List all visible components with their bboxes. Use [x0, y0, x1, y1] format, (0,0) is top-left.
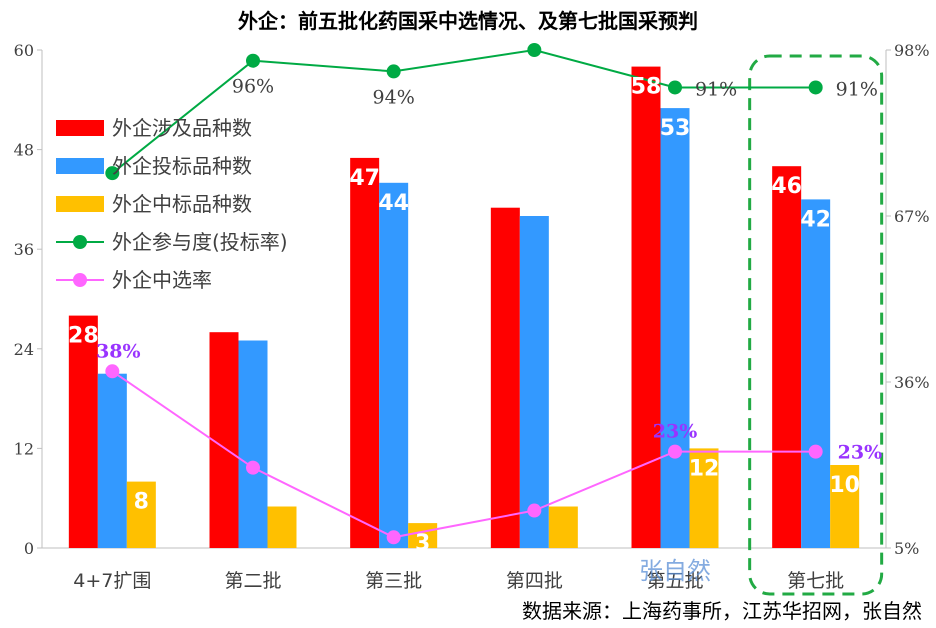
line-point: [246, 460, 260, 475]
bar: [126, 481, 156, 548]
bar-value-label: 10: [829, 473, 860, 498]
bar-value-label: 28: [68, 324, 99, 349]
tick-label-right: 67%: [894, 207, 930, 226]
line-point: [246, 53, 260, 68]
bar: [631, 66, 661, 548]
bar-value-label: 53: [660, 116, 691, 141]
legend-swatch-marker: [73, 273, 87, 287]
category-label: 第七批: [787, 570, 844, 592]
tick-label-right: 5%: [894, 539, 919, 558]
tick-label-left: 0: [24, 539, 34, 558]
bar: [267, 506, 297, 548]
legend-swatch: [56, 158, 104, 174]
category-label: 第二批: [224, 570, 281, 592]
bar: [238, 340, 268, 548]
tick-label-left: 48: [14, 141, 34, 160]
legend-swatch-marker: [73, 235, 87, 249]
bar: [97, 373, 127, 548]
watermark: 张自然: [639, 557, 711, 585]
category-label: 第四批: [506, 570, 563, 592]
highlight-rect: [748, 54, 884, 596]
line-point: [105, 364, 120, 379]
legend-label: 外企中选率: [112, 268, 212, 292]
line-point: [668, 80, 682, 95]
line-point: [808, 80, 823, 95]
tick-label-left: 12: [14, 439, 34, 458]
bar-value-label: 8: [134, 490, 149, 515]
line-point: [668, 444, 682, 459]
line-value-label: 38%: [96, 340, 141, 362]
category-label: 4+7扩围: [73, 570, 151, 592]
line-value-label: 91%: [836, 78, 878, 100]
category-label: 第三批: [365, 570, 422, 592]
legend-label: 外企涉及品种数: [112, 116, 252, 140]
bar: [490, 207, 520, 548]
bar: [408, 523, 438, 548]
bar: [772, 166, 802, 548]
line-point: [808, 444, 823, 459]
bar-value-label: 47: [349, 166, 380, 191]
line-value-label: 23%: [653, 421, 698, 443]
line-point: [386, 530, 401, 545]
lines: [105, 43, 823, 545]
bar: [548, 506, 578, 548]
tick-label-right: 36%: [894, 373, 930, 392]
tick-label-right: 98%: [894, 41, 930, 60]
series-line: [111, 370, 816, 539]
line-value-label: 96%: [232, 76, 274, 98]
series-line: [111, 48, 816, 174]
line-point: [105, 166, 120, 181]
bar: [830, 465, 860, 548]
bar-value-label: 12: [689, 456, 720, 481]
bar: [660, 108, 690, 548]
bar-value-label: 58: [631, 75, 662, 100]
bar-value-label: 3: [415, 531, 430, 556]
highlight-box: [748, 54, 884, 596]
tick-label-left: 24: [14, 340, 34, 359]
bar: [519, 216, 549, 548]
legend-label: 外企投标品种数: [112, 154, 252, 178]
source-note: 数据来源：上海药事所，江苏华招网，张自然: [522, 599, 922, 623]
tick-label-left: 36: [14, 240, 34, 259]
line-point: [527, 43, 542, 57]
bar: [801, 199, 831, 548]
bar-value-label: 44: [378, 191, 409, 216]
line-value-label: 91%: [695, 78, 737, 100]
legend-swatch: [56, 196, 104, 212]
tick-label-left: 60: [14, 41, 34, 60]
bar: [379, 182, 409, 549]
line-point: [527, 503, 542, 518]
line-value-label: 23%: [838, 442, 883, 464]
line-value-label: 94%: [373, 86, 415, 108]
bar: [68, 315, 98, 548]
bar: [350, 157, 380, 548]
bars: [68, 66, 860, 549]
legend-label: 外企中标品种数: [112, 192, 252, 216]
data-labels: 28 47 58 46 44 53 42 8 3 12 10 96% 94% 91% 91% 38% 23% 23…: [68, 75, 882, 556]
bar: [689, 448, 719, 548]
line-point: [386, 64, 401, 79]
bar-value-label: 42: [800, 207, 831, 232]
legend-label: 外企参与度(投标率): [112, 230, 288, 254]
chart-title: 外企：前五批化药国采中选情况、及第七批国采预判: [238, 9, 698, 33]
axes: 0 12 24 36 48 60 5% 36% 67% 98% 4+7扩围 第二批 第三批 第四批 第五批 第…: [14, 41, 930, 592]
legend-swatch: [56, 120, 104, 136]
category-label: 第五批: [646, 570, 703, 592]
bar-value-label: 46: [771, 174, 802, 199]
